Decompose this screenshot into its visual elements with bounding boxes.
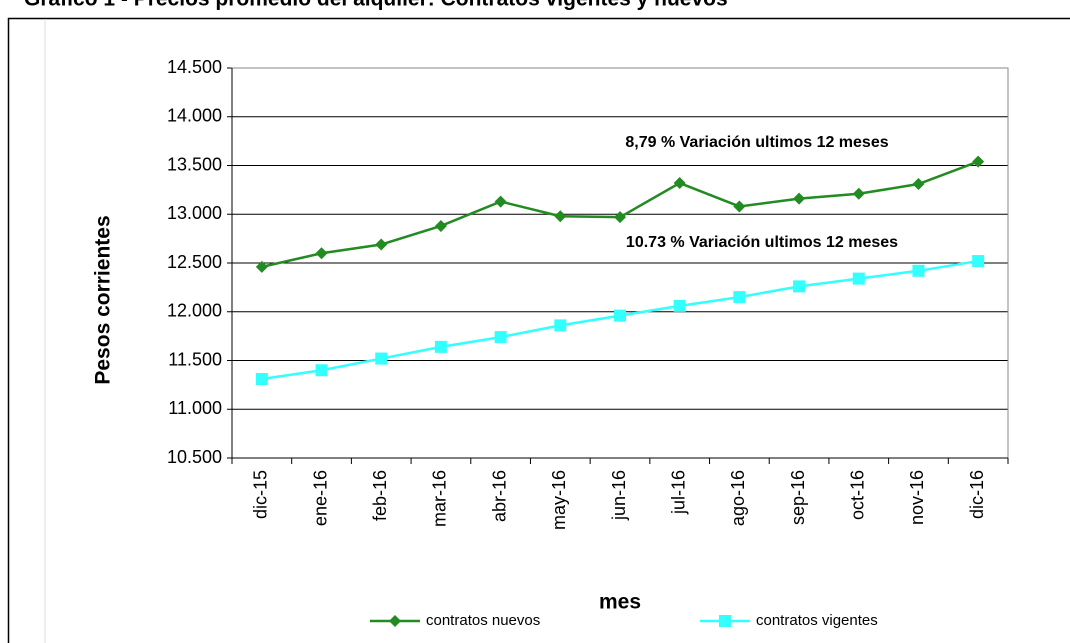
y-tick-label: 14.500 — [167, 57, 222, 77]
x-tick-label: feb-16 — [370, 470, 390, 521]
frame — [7, 17, 1070, 643]
marker — [315, 364, 328, 377]
marker — [972, 155, 985, 168]
x-tick-label: jul-16 — [668, 470, 688, 515]
marker — [719, 615, 731, 627]
marker — [434, 340, 447, 353]
marker — [434, 219, 447, 232]
marker — [733, 291, 746, 304]
y-tick-label: 12.000 — [167, 301, 222, 321]
marker — [793, 192, 806, 205]
marker — [852, 187, 865, 200]
marker — [375, 352, 388, 365]
marker — [972, 255, 985, 268]
marker — [375, 238, 388, 251]
x-tick-label: dic-16 — [967, 470, 987, 519]
chart-title: Gráfico 1 - Precios promedio del alquile… — [24, 0, 728, 11]
x-tick-label: abr-16 — [489, 470, 509, 522]
legend-label: contratos nuevos — [426, 612, 540, 629]
marker — [614, 211, 626, 224]
x-tick-label: ago-16 — [728, 470, 748, 526]
y-tick-label: 13.500 — [167, 154, 222, 174]
marker — [733, 200, 746, 213]
x-tick-label: nov-16 — [907, 470, 927, 525]
marker — [793, 280, 806, 293]
marker — [255, 373, 268, 386]
marker — [494, 195, 507, 208]
marker — [673, 177, 686, 190]
marker — [554, 210, 567, 223]
x-axis-label: mes — [599, 591, 641, 614]
marker — [554, 319, 567, 332]
marker — [494, 331, 507, 344]
legend-label: contratos vigentes — [756, 612, 878, 629]
y-tick-label: 13.000 — [167, 203, 222, 223]
x-tick-label: may-16 — [549, 470, 569, 530]
x-tick-label: mar-16 — [430, 470, 450, 527]
marker — [389, 615, 401, 627]
annotation: 8,79 % Variación ultimos 12 meses — [625, 134, 888, 151]
marker — [852, 272, 865, 285]
y-tick-label: 14.000 — [167, 106, 222, 126]
marker — [614, 309, 626, 322]
y-axis-label: Pesos corrientes — [92, 215, 115, 384]
x-tick-label: dic-15 — [251, 470, 271, 519]
y-tick-label: 12.500 — [167, 252, 222, 272]
annotation: 10.73 % Variación ultimos 12 meses — [626, 234, 898, 251]
y-tick-label: 11.000 — [168, 398, 222, 418]
y-tick-label: 11.500 — [168, 349, 222, 369]
marker — [255, 260, 268, 273]
x-tick-label: ene-16 — [310, 470, 330, 526]
marker — [912, 178, 925, 191]
x-tick-label: jun-16 — [609, 470, 629, 521]
x-tick-label: sep-16 — [788, 470, 808, 525]
y-tick-label: 10.500 — [167, 447, 222, 467]
marker — [673, 299, 686, 312]
marker — [912, 264, 925, 277]
x-tick-label: oct-16 — [848, 470, 868, 520]
marker — [315, 247, 328, 260]
